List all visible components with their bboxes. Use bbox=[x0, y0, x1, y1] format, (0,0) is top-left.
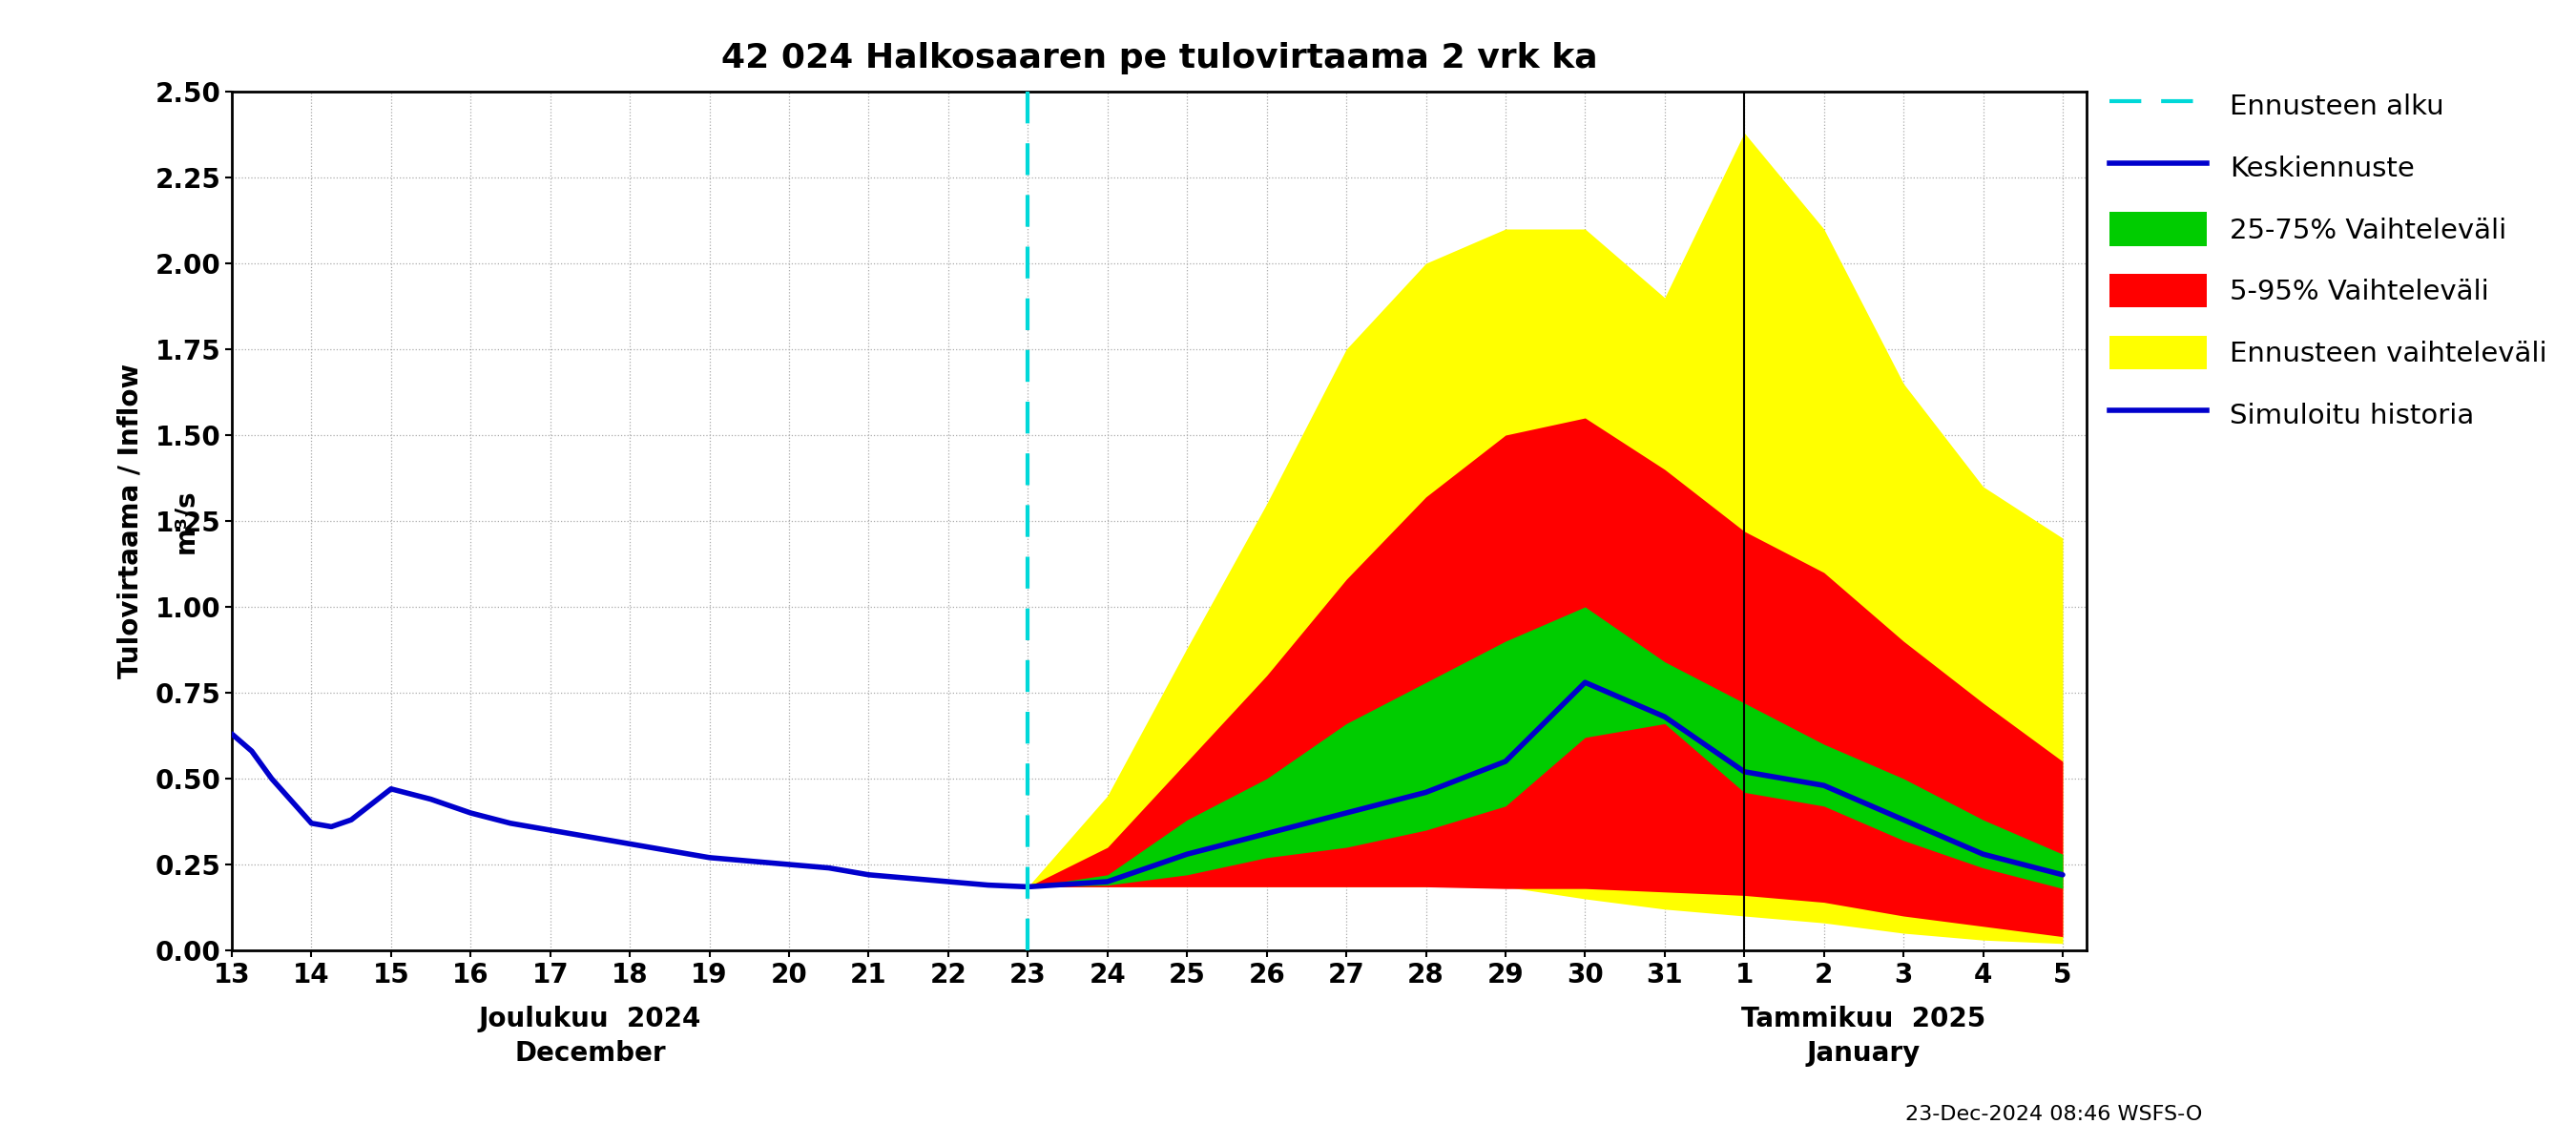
Legend: Ennusteen alku, Keskiennuste, 25-75% Vaihteleväli, 5-95% Vaihteleväli, Ennusteen: Ennusteen alku, Keskiennuste, 25-75% Vai… bbox=[2110, 88, 2548, 432]
Text: January: January bbox=[1806, 1041, 1922, 1067]
Text: Tulovirtaama / Inflow: Tulovirtaama / Inflow bbox=[116, 363, 144, 679]
Text: m³/s: m³/s bbox=[173, 489, 198, 553]
Text: Tammikuu  2025: Tammikuu 2025 bbox=[1741, 1006, 1986, 1033]
Text: 23-Dec-2024 08:46 WSFS-O: 23-Dec-2024 08:46 WSFS-O bbox=[1906, 1105, 2202, 1124]
Text: December: December bbox=[515, 1041, 665, 1067]
Title: 42 024 Halkosaaren pe tulovirtaama 2 vrk ka: 42 024 Halkosaaren pe tulovirtaama 2 vrk… bbox=[721, 42, 1597, 74]
Text: Joulukuu  2024: Joulukuu 2024 bbox=[479, 1006, 701, 1033]
